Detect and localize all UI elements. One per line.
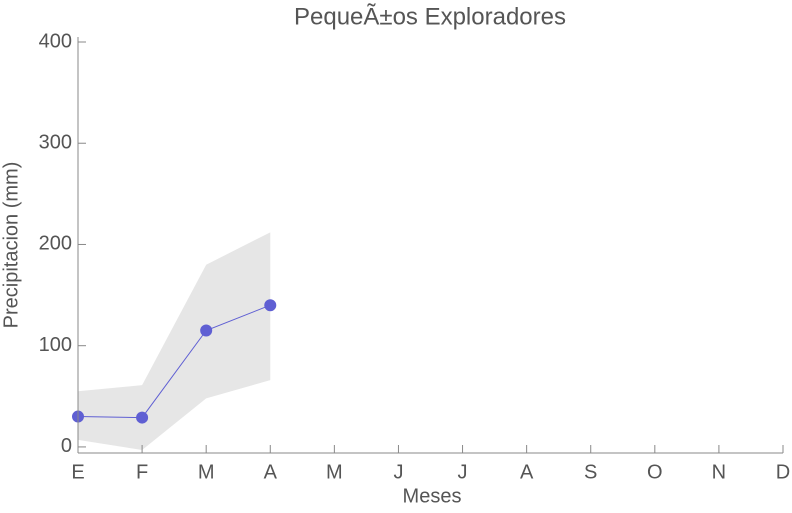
x-tick-label: J [393, 461, 403, 483]
y-tick-label: 200 [39, 233, 72, 255]
x-tick-label: S [584, 461, 597, 483]
y-tick-label: 0 [61, 435, 72, 457]
data-line [77, 304, 271, 419]
data-point [264, 299, 277, 312]
y-tick-label: 300 [39, 132, 72, 154]
x-tick-label: A [264, 461, 278, 483]
x-axis-label: Meses [403, 485, 462, 507]
x-tick-label: E [71, 461, 84, 483]
x-tick-label: A [520, 461, 534, 483]
data-point [136, 411, 149, 424]
x-tick-label: F [136, 461, 148, 483]
x-tick-label: N [712, 461, 726, 483]
x-tick-label: O [647, 461, 663, 483]
x-tick-label: M [326, 461, 343, 483]
error-band [78, 232, 271, 450]
y-tick-label: 400 [39, 30, 72, 52]
x-tick-label: D [776, 461, 790, 483]
chart-title: PequeÃ±os Exploradores [294, 3, 566, 30]
y-tick-label: 100 [39, 334, 72, 356]
x-tick-label: M [198, 461, 215, 483]
data-point [200, 324, 213, 337]
y-axis-label: Precipitacion (mm) [0, 162, 22, 329]
x-tick-label: J [458, 461, 468, 483]
